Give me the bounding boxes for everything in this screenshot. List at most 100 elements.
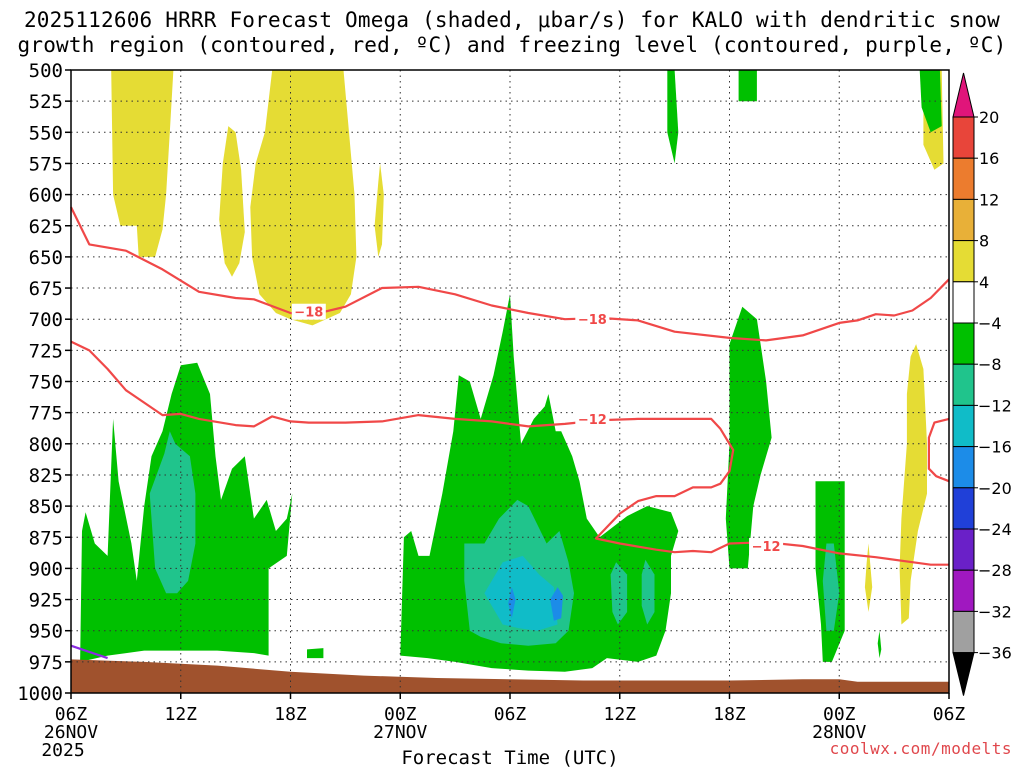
- y-tick-label: 900: [29, 558, 63, 580]
- y-tick-label: 1000: [17, 683, 63, 705]
- omega-colorbar: 20 16 12 8 4 −4 −8 −12 −16 −20 −24 −28 −32 −36: [952, 72, 1012, 696]
- omega-region-14: [919, 70, 942, 133]
- contour-label: −12: [752, 540, 781, 555]
- colorbar-label: −16: [978, 438, 1012, 457]
- colorbar-label: −20: [978, 479, 1012, 498]
- omega-region-0: [111, 70, 174, 257]
- y-tick-label: 800: [29, 434, 63, 456]
- contour-line-1: [70, 340, 949, 566]
- omega-region-19: [641, 559, 655, 625]
- y-tick-label: 825: [29, 465, 63, 487]
- omega-region-12: [667, 70, 679, 164]
- y-tick-label: 525: [29, 91, 63, 113]
- x-tick-date-label: 28NOV: [812, 722, 866, 743]
- y-tick-label: 650: [29, 247, 63, 269]
- x-tick-year-label: 2025: [41, 740, 84, 761]
- colorbar-label: −24: [978, 520, 1012, 539]
- colorbar-segment: [952, 281, 975, 324]
- colorbar-label: 12: [979, 190, 999, 209]
- x-tick-label: 00Z: [384, 704, 417, 725]
- y-tick-label: 975: [29, 652, 63, 674]
- y-tick-label: 575: [29, 153, 63, 175]
- x-tick-label: 12Z: [603, 704, 636, 725]
- y-tick-label: 675: [29, 278, 63, 300]
- omega-region-20: [822, 543, 840, 631]
- terrain-fill: [71, 659, 949, 693]
- y-tick-label: 775: [29, 403, 63, 425]
- x-tick-label: 06Z: [933, 704, 966, 725]
- plot-grid: [71, 70, 949, 693]
- y-tick-label: 625: [29, 216, 63, 238]
- y-tick-label: 750: [29, 372, 63, 394]
- x-tick-label: 06Z: [494, 704, 527, 725]
- colorbar-segment: [952, 528, 975, 571]
- colorbar-label: 8: [979, 232, 989, 251]
- colorbar-segment: [952, 116, 975, 159]
- colorbar-label: −32: [978, 602, 1012, 621]
- contour-line-2: [927, 417, 950, 483]
- x-tick-label: 18Z: [274, 704, 307, 725]
- omega-shading: [80, 70, 944, 672]
- colorbar-label: −8: [978, 355, 1002, 374]
- contour-label: −18: [578, 313, 607, 328]
- x-tick-date-label: 26NOV: [44, 722, 98, 743]
- colorbar-label: 4: [979, 273, 989, 292]
- colorbar-segment: [952, 240, 975, 283]
- omega-region-5: [899, 344, 927, 625]
- omega-region-21: [484, 555, 558, 631]
- colorbar-label: 16: [979, 149, 999, 168]
- contour-label-bg: [575, 311, 610, 328]
- omega-region-23: [550, 587, 563, 621]
- omega-region-8: [307, 648, 324, 659]
- omega-region-3: [374, 163, 384, 257]
- contour-label-bg: [749, 537, 784, 554]
- omega-region-10: [725, 306, 772, 569]
- plot-axes: 500 525 550 575 600 625 650 675 700 725 750 775 800 8…: [17, 60, 965, 761]
- contour-line-3: [70, 644, 108, 660]
- colorbar-segment: [952, 198, 975, 242]
- colorbar-segment: [952, 322, 975, 365]
- colorbar-segment: [952, 363, 975, 406]
- colorbar-segment: [952, 404, 975, 448]
- y-tick-label: 500: [29, 60, 63, 82]
- contour-line-0: [70, 206, 950, 342]
- colorbar-label: 20: [979, 108, 999, 127]
- x-tick-label: 12Z: [164, 704, 197, 725]
- omega-region-15: [877, 630, 882, 659]
- colorbar-label: −36: [978, 644, 1012, 663]
- omega-region-1: [219, 126, 245, 277]
- omega-region-16: [149, 431, 196, 594]
- colorbar-segment: [952, 610, 975, 654]
- contour-label: −18: [294, 306, 323, 321]
- y-tick-label: 925: [29, 590, 63, 612]
- omega-region-2: [250, 70, 357, 326]
- contour-label-bg: [291, 303, 326, 320]
- y-tick-label: 700: [29, 309, 63, 331]
- x-tick-label: 06Z: [55, 704, 88, 725]
- colorbar-label: −4: [978, 314, 1002, 333]
- chart-title-line-2: growth region (contoured, red, ºC) and f…: [17, 33, 1007, 57]
- terrain-area: [71, 659, 949, 693]
- isotherm-contours: −18 −18 −12 −12: [70, 206, 950, 660]
- y-tick-label: 550: [29, 122, 63, 144]
- omega-region-6: [864, 543, 873, 612]
- y-tick-label: 600: [29, 185, 63, 207]
- x-tick-label: 00Z: [823, 704, 856, 725]
- colorbar-bottom-arrow: [952, 652, 975, 696]
- chart-title-line-1: 2025112606 HRRR Forecast Omega (shaded, …: [23, 8, 1001, 32]
- y-tick-label: 850: [29, 496, 63, 518]
- y-tick-label: 725: [29, 340, 63, 362]
- contour-label-bg: [575, 410, 610, 427]
- colorbar-segment: [952, 569, 975, 612]
- credit-link[interactable]: coolwx.com/modelts: [829, 739, 1012, 758]
- y-tick-label: 950: [29, 621, 63, 643]
- colorbar-label: −12: [978, 396, 1012, 415]
- colorbar-segment: [952, 157, 975, 200]
- colorbar-label: −28: [978, 561, 1012, 580]
- omega-region-18: [610, 562, 628, 625]
- contour-label: −12: [578, 413, 607, 428]
- colorbar-segment: [952, 487, 975, 530]
- y-tick-label: 875: [29, 527, 63, 549]
- colorbar-top-arrow: [952, 72, 975, 118]
